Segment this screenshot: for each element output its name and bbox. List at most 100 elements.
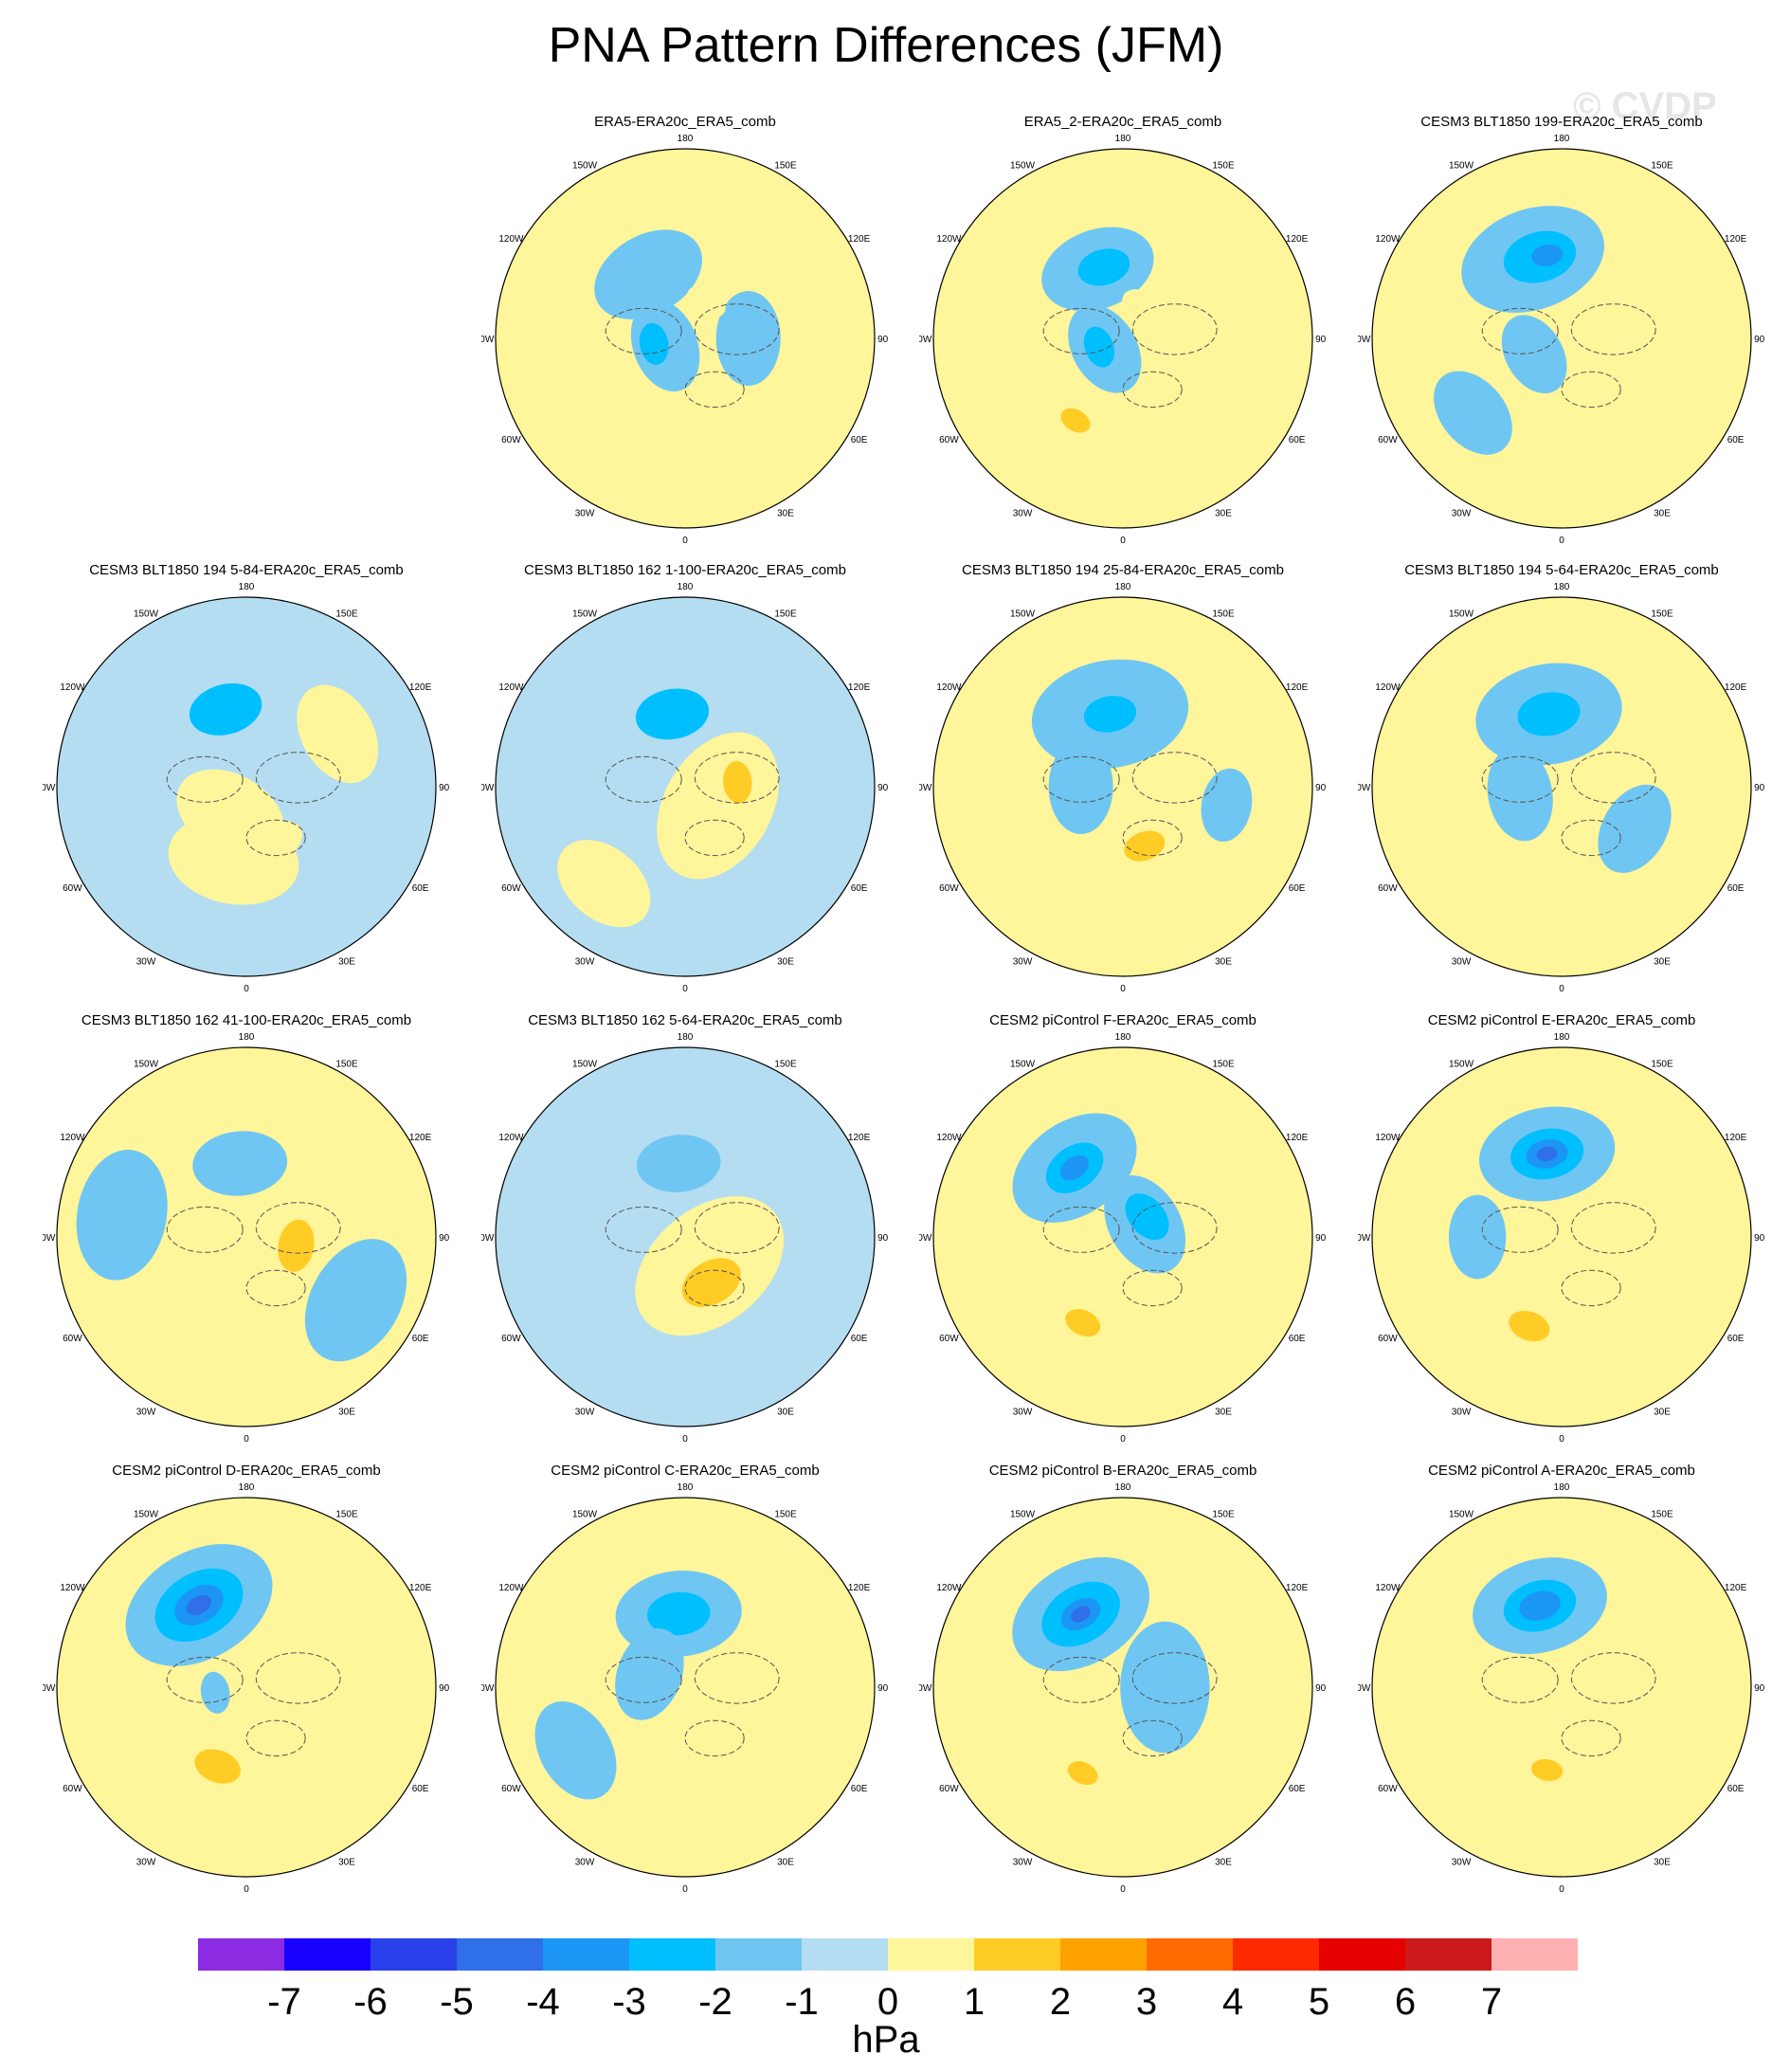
map-border [932,1046,1313,1427]
longitude-label: 0 [1120,1434,1126,1445]
anomaly-contour [723,761,752,804]
coastline [1561,371,1621,409]
longitude-label: 150W [1010,1059,1036,1069]
longitude-label: 150E [1651,160,1673,171]
longitude-label: 120W [1375,1583,1401,1593]
panel-title: CESM3 BLT1850 162 41-100-ERA20c_ERA5_com… [81,1012,412,1028]
coastline [245,819,306,857]
map-panel: CESM2 piControl B-ERA20c_ERA5_comb 180 150… [919,1463,1327,1908]
map-background [496,1498,875,1877]
longitude-label: 150E [335,1509,358,1519]
longitude-label: 150E [335,1059,358,1069]
longitude-label: 90W [481,1683,495,1694]
longitude-label: 150W [134,1059,159,1069]
longitude-label: 60E [851,883,868,894]
colorbar-tick-label: 3 [1135,1981,1158,2023]
figure-title: PNA Pattern Differences (JFM) [548,18,1224,73]
anomaly-contour [189,682,262,736]
longitude-label: 180 [678,135,694,144]
panel-title: CESM3 BLT1850 194 5-64-ERA20c_ERA5_comb [1404,562,1719,578]
polar-map: 180 150E 120E 90E 60E 30E 0 30W 60W 90W 120W 150W [919,583,1327,994]
longitude-label: 30E [1654,509,1671,519]
longitude-label: 180 [678,1033,694,1043]
longitude-label: 90E [1754,783,1765,793]
longitude-label: 60W [1378,1784,1398,1794]
longitude-label: 180 [1554,1033,1570,1043]
coastline [694,1202,780,1254]
longitude-label: 30E [777,509,794,519]
longitude-label: 120E [409,682,432,693]
map-panel: ERA5_2-ERA20c_ERA5_comb 180 150E 120E 90E 60E… [919,114,1327,559]
longitude-label: 180 [239,1033,255,1043]
longitude-label: 60W [63,1784,82,1794]
coastline [605,1206,682,1253]
coastline [166,1656,244,1703]
polar-map: 180 150E 120E 90E 60E 30E 0 30W 60W 90W 120W 150W [1358,583,1765,994]
longitude-label: 120E [1725,1583,1747,1593]
longitude-label: 120W [936,234,962,245]
longitude-label: 120E [1725,1133,1747,1143]
longitude-label: 0 [1559,1434,1564,1445]
longitude-label: 0 [244,1434,249,1445]
map-border [1371,1497,1752,1878]
map-panel: CESM3 BLT1850 194 25-84-ERA20c_ERA5_comb… [919,562,1327,1008]
colorbar-tick-label: 0 [877,1981,899,2023]
colorbar-tick-label: 4 [1221,1981,1244,2023]
longitude-label: 60E [412,1334,429,1344]
anomaly-contour [636,1135,721,1192]
longitude-label: 90W [481,335,495,345]
longitude-label: 30E [777,1858,794,1868]
longitude-label: 60W [63,883,82,894]
coastline [1131,1652,1218,1704]
longitude-label: 60E [1289,435,1306,445]
longitude-label: 150E [1212,609,1235,619]
map-border [1371,596,1752,977]
anomaly-contour [162,1287,209,1332]
map-panel: CESM3 BLT1850 162 41-100-ERA20c_ERA5_com… [43,1012,450,1458]
longitude-label: 120W [1375,1133,1401,1143]
longitude-label: 90W [1358,1683,1371,1694]
longitude-label: 60W [501,1334,521,1344]
panel-title: CESM2 piControl A-ERA20c_ERA5_comb [1428,1463,1695,1479]
anomaly-contour [602,391,660,442]
longitude-label: 150W [134,1509,159,1519]
longitude-label: 60W [939,435,959,445]
longitude-label: 0 [682,536,688,546]
longitude-label: 90E [1754,1683,1765,1694]
longitude-label: 30W [1452,957,1472,968]
longitude-label: 90W [1358,335,1371,345]
longitude-label: 90W [43,1233,56,1244]
longitude-label: 60E [1727,435,1745,445]
colorbar-tick-label: 2 [1049,1981,1072,2023]
longitude-label: 90W [1358,1233,1371,1244]
longitude-label: 90W [919,1233,932,1244]
map-border [932,148,1313,529]
panel-title: ERA5_2-ERA20c_ERA5_comb [1023,114,1222,130]
longitude-label: 30E [338,957,355,968]
longitude-label: 120W [936,1133,962,1143]
colorbar-swatch [888,1938,975,1971]
longitude-label: 150W [572,1059,598,1069]
anomaly-contour [639,322,669,365]
longitude-label: 90E [877,335,889,345]
longitude-label: 120W [60,1583,85,1593]
longitude-label: 60W [63,1334,82,1344]
panel-title: CESM3 BLT1850 194 5-84-ERA20c_ERA5_comb [89,562,404,578]
coastline [605,1656,682,1703]
anomaly-contour [278,1219,315,1272]
colorbar-swatch [543,1938,630,1971]
longitude-label: 30W [1452,1408,1472,1418]
colorbar-swatch [1405,1938,1492,1971]
longitude-label: 0 [244,1884,249,1895]
longitude-label: 0 [1120,536,1126,546]
longitude-label: 180 [239,583,255,592]
longitude-label: 0 [682,984,688,994]
longitude-label: 120W [498,1583,524,1593]
coastline [1122,371,1183,409]
anomaly-contour [1065,1309,1101,1337]
longitude-label: 120E [409,1583,432,1593]
map-background [1372,1047,1751,1427]
anomaly-contour [668,1706,776,1796]
anomaly-contour [635,688,710,740]
longitude-label: 150W [1010,1509,1036,1519]
